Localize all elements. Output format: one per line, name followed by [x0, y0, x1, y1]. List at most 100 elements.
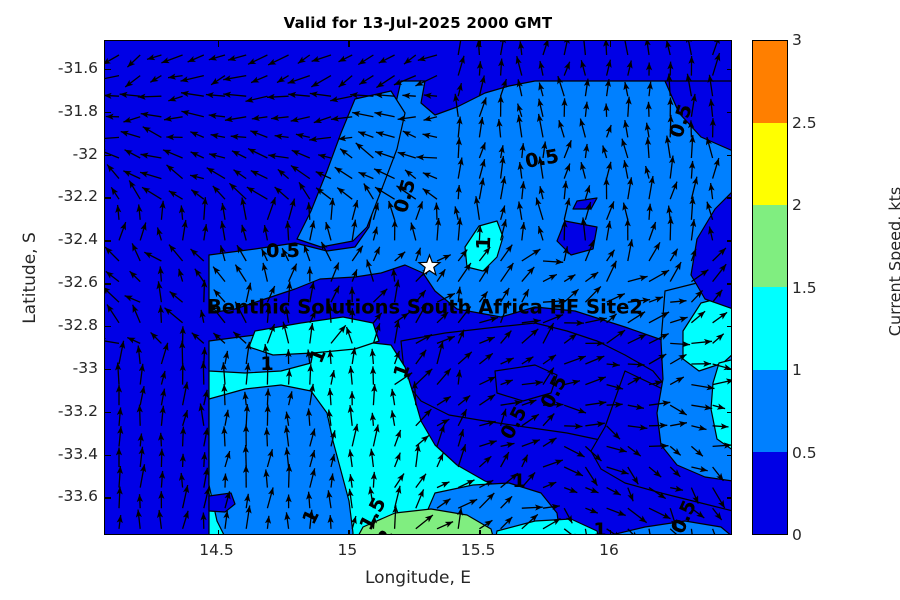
current-vector-arrow	[159, 200, 166, 220]
current-vector-arrow	[691, 338, 713, 346]
current-vector-arrow	[542, 313, 564, 324]
axis-tick-mark	[105, 411, 111, 414]
current-vector-arrow	[149, 75, 162, 83]
current-vector-arrow	[500, 451, 510, 468]
current-vector-arrow	[370, 471, 377, 488]
current-vector-arrow	[212, 332, 226, 344]
current-vector-arrow	[244, 362, 251, 385]
current-vector-arrow	[180, 74, 204, 83]
current-vector-arrow	[563, 333, 578, 344]
current-vector-arrow	[245, 341, 252, 365]
current-vector-arrow	[583, 41, 587, 56]
current-vector-arrow	[478, 291, 489, 303]
current-vector-arrow	[372, 246, 381, 262]
current-vector-arrow	[352, 110, 374, 118]
current-vector-arrow	[436, 481, 450, 489]
current-vector-arrow	[414, 247, 422, 262]
current-vector-arrow	[457, 157, 464, 179]
colorbar-label: Current Speed, kts	[885, 186, 900, 337]
current-vector-arrow	[350, 515, 357, 529]
current-vector-arrow	[105, 149, 120, 159]
current-vector-arrow	[375, 131, 395, 139]
current-vector-arrow	[397, 115, 416, 122]
current-vector-arrow	[320, 241, 332, 262]
current-vector-arrow	[644, 41, 651, 56]
current-vector-arrow	[500, 330, 512, 344]
current-vector-arrow	[604, 78, 612, 97]
current-vector-arrow	[277, 168, 290, 180]
axis-tick-mark	[727, 111, 731, 114]
current-vector-arrow	[213, 289, 226, 303]
current-vector-arrow	[305, 408, 313, 426]
current-vector-arrow	[290, 164, 311, 180]
current-vector-arrow	[131, 243, 141, 262]
current-vector-arrow	[625, 96, 632, 117]
current-vector-arrow	[627, 297, 651, 304]
current-vector-arrow	[564, 423, 583, 430]
current-vector-arrow	[542, 322, 555, 344]
site-star-marker[interactable]	[417, 253, 442, 277]
current-vector-arrow	[179, 453, 186, 468]
current-vector-arrow	[181, 110, 204, 118]
current-vector-arrow	[245, 282, 252, 303]
current-vector-arrow	[310, 75, 332, 88]
current-vector-arrow	[422, 172, 438, 180]
current-vector-arrow	[627, 376, 642, 386]
current-vector-arrow	[627, 487, 634, 502]
current-vector-arrow	[580, 60, 587, 76]
current-vector-arrow	[648, 241, 661, 262]
current-vector-arrow	[691, 404, 713, 411]
current-vector-arrow	[606, 487, 622, 496]
current-vector-arrow	[606, 528, 621, 534]
current-vector-arrow	[521, 413, 540, 427]
current-vector-arrow	[479, 440, 497, 448]
contour-band	[248, 316, 380, 356]
contour-band	[296, 90, 406, 248]
current-vector-arrow	[457, 444, 467, 468]
current-vector-arrow	[345, 326, 353, 344]
current-vector-arrow	[521, 504, 543, 511]
current-vector-arrow	[457, 329, 465, 344]
axis-tick-mark	[348, 41, 350, 47]
current-vector-arrow	[478, 455, 492, 468]
current-vector-arrow	[478, 492, 495, 509]
current-vector-arrow	[669, 353, 687, 365]
current-vector-arrow	[415, 408, 432, 427]
current-vector-arrow	[129, 270, 141, 283]
current-vector-arrow	[558, 120, 565, 138]
current-vector-arrow	[542, 459, 564, 468]
current-vector-arrow	[315, 187, 332, 200]
current-vector-arrow	[627, 333, 647, 344]
y-tick-label: -33	[72, 358, 98, 377]
current-vector-arrow	[498, 58, 505, 76]
current-vector-arrow	[585, 355, 605, 365]
current-vector-arrow	[542, 481, 557, 489]
colorbar-tick-label: 1	[792, 361, 802, 379]
current-vector-arrow	[194, 268, 205, 282]
current-vector-arrow	[220, 362, 228, 385]
y-tick-label: -33.2	[57, 401, 98, 420]
current-vector-arrow	[181, 510, 189, 529]
current-vector-arrow	[266, 196, 277, 221]
current-vector-arrow	[330, 285, 340, 303]
current-vector-arrow	[178, 268, 185, 282]
current-vector-arrow	[605, 59, 612, 76]
current-vector-arrow	[199, 309, 206, 323]
current-vector-arrow	[164, 307, 184, 324]
current-vector-arrow	[404, 169, 417, 180]
current-vector-arrow	[664, 135, 672, 159]
current-vector-arrow	[357, 131, 374, 139]
current-vector-arrow	[307, 364, 314, 385]
current-vector-arrow	[585, 507, 599, 514]
contour-plot-area[interactable]: Benthic Solutions South Africa HF Site2 …	[104, 40, 732, 535]
current-vector-arrow	[457, 507, 464, 529]
current-vector-arrow	[209, 304, 226, 324]
axis-tick-mark	[479, 41, 481, 47]
current-vector-arrow	[478, 142, 486, 159]
current-vector-arrow	[245, 505, 252, 529]
current-vector-arrow	[712, 263, 727, 283]
current-vector-arrow	[521, 288, 530, 303]
current-vector-arrow	[436, 311, 449, 324]
current-vector-arrow	[500, 262, 514, 282]
current-vector-arrow	[227, 54, 247, 61]
